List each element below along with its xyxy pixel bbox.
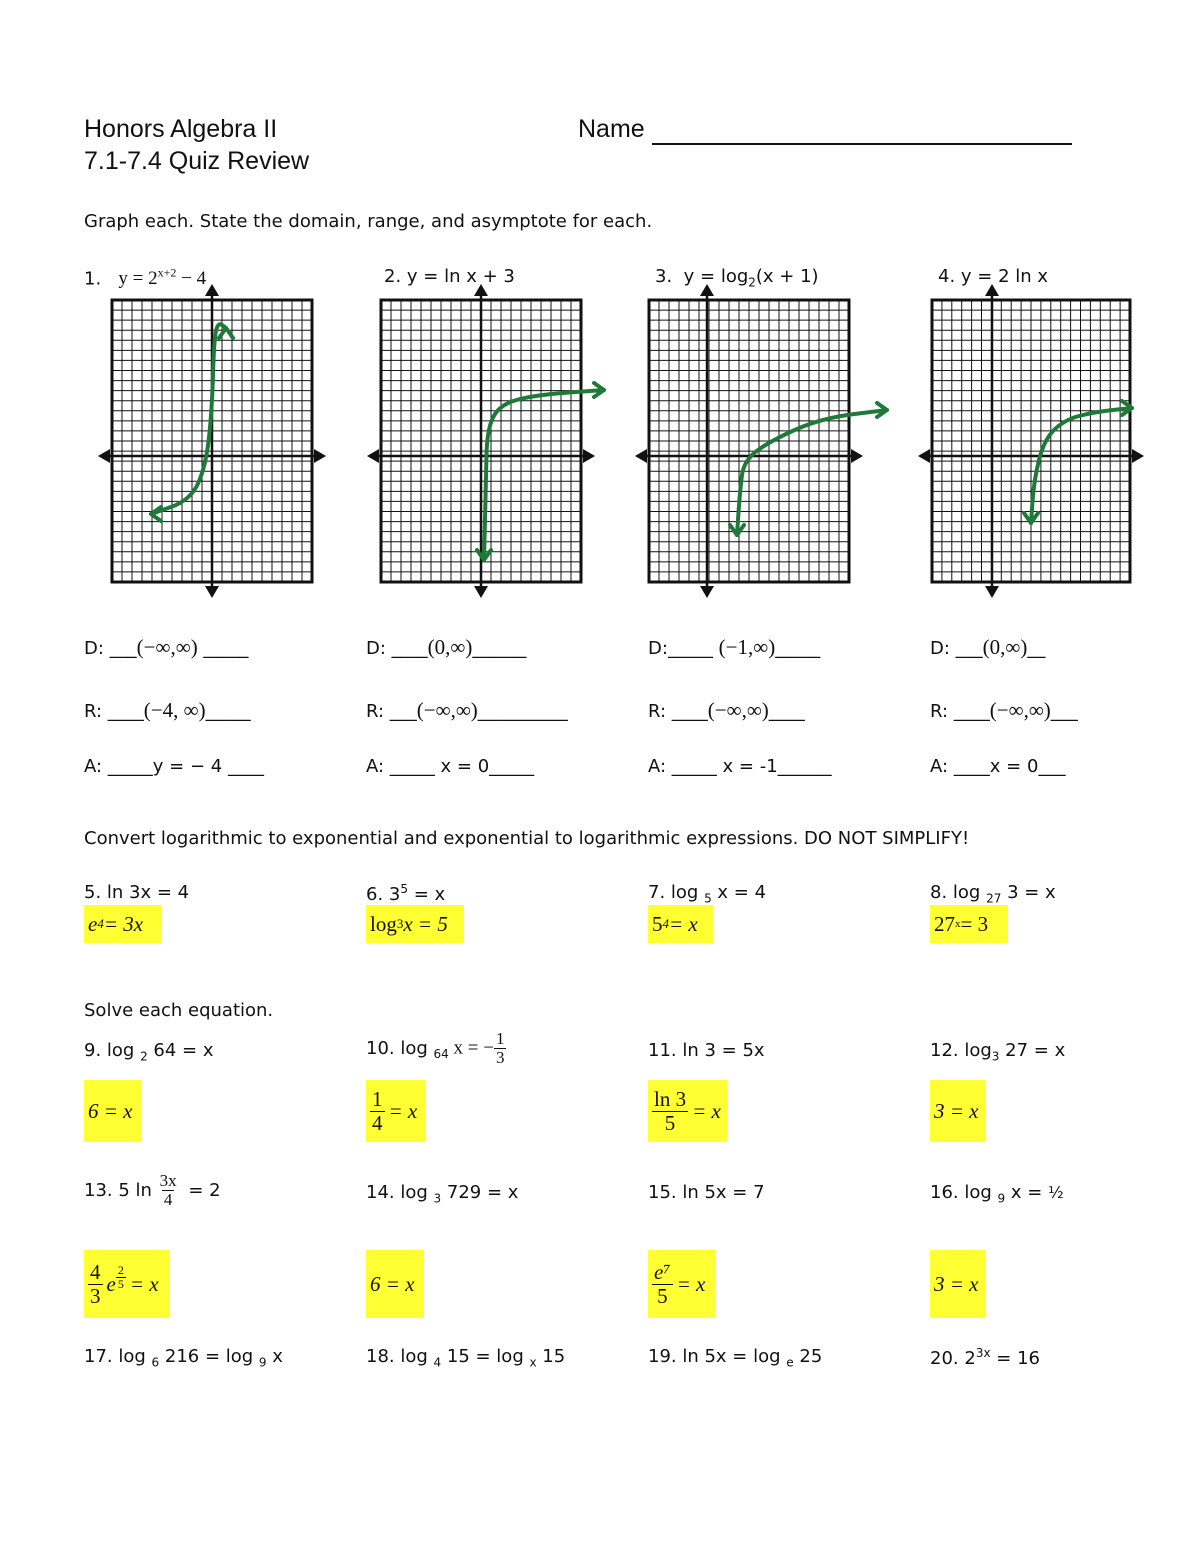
graph-1-domain: D: ___(−∞,∞) _____ [84,635,249,659]
problem-12: 12. log3 27 = x [930,1040,1066,1064]
graph-1-range: R: ____(−4, ∞)_____ [84,698,251,722]
course-title: Honors Algebra II [84,115,278,143]
curve-arrowhead [475,548,493,562]
problem-10: 10. log 64 x = −1 3 [366,1029,507,1067]
problem-7: 7. log 5 x = 4 [648,882,767,906]
graph-3-asymptote: A: _____ x = -1______ [648,756,832,777]
answer-16: 3 = x [930,1250,986,1318]
graph-3-equation: 3. y = log2(x + 1) [655,266,819,290]
answer-11: ln 3 5 = x [648,1080,727,1142]
graph-curve [735,408,889,537]
graph-1-coordinate-grid [98,284,326,598]
curve-arrowhead [1120,399,1134,417]
graph-1-asymptote: A: _____y = − 4 ____ [84,756,264,777]
problem-8: 8. log 27 3 = x [930,882,1056,906]
graph-2-range: R: ___(−∞,∞)__________ [366,698,568,722]
problem-5: 5. ln 3x = 4 [84,882,190,903]
curve-arrowhead [728,523,746,537]
graph-curve [149,322,228,516]
problem-14: 14. log 3 729 = x [366,1182,519,1206]
graph-4-range: R: ____(−∞,∞)___ [930,698,1078,722]
graph-curve [482,388,606,562]
graph-4-coordinate-grid [918,284,1144,598]
graph-2-equation: 2. y = ln x + 3 [384,266,515,287]
problem-16: 16. log 9 x = ½ [930,1182,1064,1206]
convert-instructions: Convert logarithmic to exponential and e… [84,828,970,849]
answer-12: 3 = x [930,1080,986,1142]
graph-instructions: Graph each. State the domain, range, and… [84,211,653,232]
name-label: Name [578,115,645,143]
curve-arrowhead [1022,511,1040,525]
graph-4-equation: 4. y = 2 ln x [938,266,1049,287]
problem-18: 18. log 4 15 = log x 15 [366,1346,566,1370]
graph-curve [1029,406,1134,525]
curve-arrowhead [217,326,235,340]
solve-instructions: Solve each equation. [84,1000,274,1021]
answer-10: 1 4 = x [366,1080,426,1142]
problem-17: 17. log 6 216 = log 9 x [84,1346,283,1370]
answer-6: log 3 x = 5 [366,905,464,943]
graph-4-domain: D: ___(0,∞)__ [930,635,1046,659]
problem-20: 20. 23x = 16 [930,1346,1040,1369]
problem-9: 9. log 2 64 = x [84,1040,214,1064]
graph-2-domain: D: ____(0,∞)______ [366,635,527,659]
name-field[interactable] [652,143,1072,145]
problem-15: 15. ln 5x = 7 [648,1182,765,1203]
answer-8: 27 x = 3 [930,905,1008,943]
graph-2-coordinate-grid [367,284,606,598]
graph-3-domain: D:_____ (−1,∞)_____ [648,635,821,659]
graph-4-asymptote: A: ____x = 0___ [930,756,1066,777]
problem-19: 19. ln 5x = log e 25 [648,1346,823,1370]
graph-3-coordinate-grid [635,284,889,598]
curve-arrowhead [592,381,606,399]
problem-6: 6. 35 = x [366,882,446,905]
curve-arrowhead [875,401,889,419]
problem-13: 13. 5 ln 3x 4 = 2 [84,1171,221,1209]
quiz-title: 7.1-7.4 Quiz Review [84,147,310,175]
curve-arrowhead [149,505,163,523]
answer-14: 6 = x [366,1250,424,1318]
graph-1-equation: 1. y = 2x+2 − 4 [84,266,207,290]
problem-11: 11. ln 3 = 5x [648,1040,765,1061]
answer-9: 6 = x [84,1080,141,1142]
graph-2-asymptote: A: _____ x = 0_____ [366,756,535,777]
answer-15: e⁷ 5 = x [648,1250,716,1318]
graph-3-range: R: ____(−∞,∞)____ [648,698,805,722]
